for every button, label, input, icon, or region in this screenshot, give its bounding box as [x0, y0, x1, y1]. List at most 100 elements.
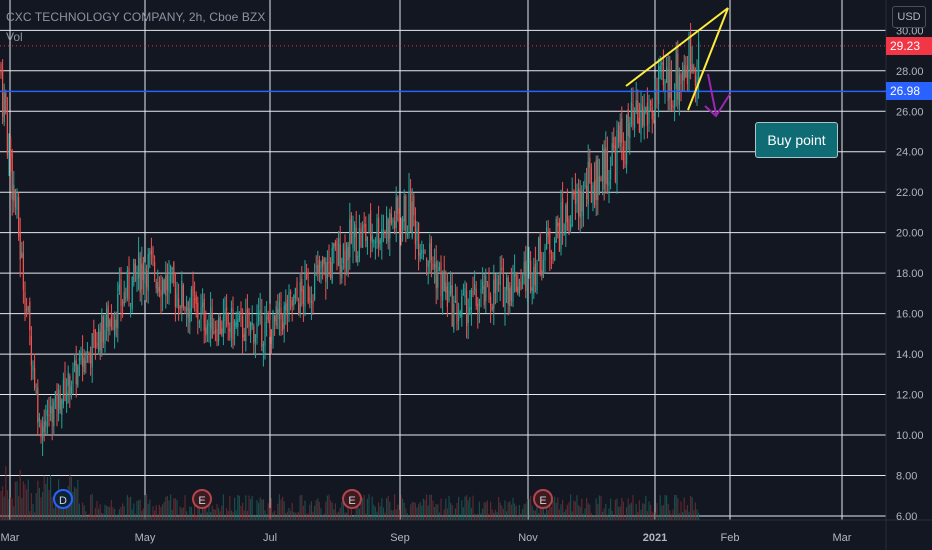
candle-body [197, 302, 199, 319]
candle-body [632, 103, 634, 126]
candle-body [461, 296, 463, 318]
earnings-event-marker[interactable]: E [533, 489, 553, 509]
volume-bar [368, 494, 370, 520]
volume-bar [426, 494, 428, 520]
volume-bar [269, 507, 271, 520]
candle-body [206, 324, 208, 334]
volume-bar [10, 497, 12, 520]
volume-bar [181, 508, 183, 520]
volume-bar [514, 503, 516, 520]
price-tick-label: 28.00 [896, 66, 924, 78]
volume-bar [30, 493, 32, 520]
buy-point-callout[interactable]: Buy point [755, 122, 838, 158]
candle-body [621, 118, 623, 143]
volume-bar [678, 513, 680, 520]
candle-body [86, 351, 88, 362]
volume-bar [590, 513, 592, 520]
candle-body [50, 405, 52, 413]
volume-bar [272, 512, 274, 520]
candle-body [661, 62, 663, 65]
candle-body [664, 81, 666, 91]
candle-body [269, 319, 271, 329]
volume-bar [592, 515, 594, 520]
volume-bar [638, 500, 640, 520]
candle-body [477, 303, 479, 312]
candle-body [253, 326, 255, 345]
volume-bar [120, 506, 122, 520]
candle-body [296, 282, 298, 300]
volume-bar [149, 499, 151, 520]
volume-bar [662, 505, 664, 520]
candle-body [574, 190, 576, 204]
volume-bar [672, 509, 674, 520]
candle-body [502, 273, 504, 307]
wedge-upper-line [625, 7, 729, 87]
candle-body [2, 69, 4, 117]
candle-body [56, 388, 58, 410]
candle-body [486, 281, 488, 283]
volume-bar [133, 503, 135, 520]
candle-body [683, 65, 685, 81]
candle-body [624, 154, 626, 165]
volume-bar [602, 511, 604, 520]
candle-body [288, 291, 290, 313]
volume-bar [443, 509, 445, 520]
volume-bar [558, 509, 560, 520]
volume-bar [37, 480, 39, 520]
volume-bar [675, 495, 677, 520]
volume-bar [310, 501, 312, 520]
currency-button[interactable]: USD [892, 6, 926, 28]
volume-bar [466, 495, 468, 520]
volume-bar [445, 498, 447, 520]
candle-body [98, 328, 100, 353]
candle-body [26, 308, 28, 310]
volume-bar [202, 503, 204, 520]
volume-bar [410, 504, 412, 520]
volume-bar [635, 503, 637, 520]
candle-body [571, 192, 573, 227]
candle-body [397, 197, 399, 214]
volume-bar [91, 494, 93, 520]
volume-bar [494, 509, 496, 520]
candle-body [424, 250, 426, 254]
earnings-event-marker[interactable]: E [342, 489, 362, 509]
earnings-event-marker[interactable]: E [192, 489, 212, 509]
candle-body [594, 180, 596, 206]
candle-body [400, 219, 402, 236]
candle-body [158, 286, 160, 292]
volume-bar [362, 497, 364, 520]
volume-bar [366, 498, 368, 520]
candle-body [173, 262, 175, 283]
volume-bar [304, 500, 306, 520]
candle-body [619, 122, 621, 147]
candle-body [78, 358, 80, 361]
volume-bar [40, 497, 42, 520]
candle-body [70, 386, 72, 397]
volume-bar [82, 502, 84, 520]
volume-bar [624, 515, 626, 520]
candle-body [430, 239, 432, 261]
candle-body [698, 41, 700, 82]
candle-body [454, 300, 456, 303]
candle-body [3, 92, 5, 122]
candle-body [77, 365, 79, 386]
volume-bar [114, 508, 116, 520]
candle-body [474, 284, 476, 291]
volume-bar [435, 503, 437, 520]
candle-body [480, 288, 482, 293]
candle-body [130, 303, 132, 305]
volume-bar [619, 506, 621, 520]
volume-bar [464, 496, 466, 520]
candle-body [54, 391, 56, 402]
volume-bar [42, 491, 44, 520]
candle-body [432, 263, 434, 269]
time-tick-label: Nov [518, 532, 538, 544]
volume-bar [608, 508, 610, 520]
candle-body [482, 281, 484, 289]
volume-bar [141, 510, 143, 520]
candle-body [638, 117, 640, 132]
dividend-event-marker[interactable]: D [53, 489, 73, 509]
candle-body [509, 287, 511, 307]
volume-bar [86, 515, 88, 520]
